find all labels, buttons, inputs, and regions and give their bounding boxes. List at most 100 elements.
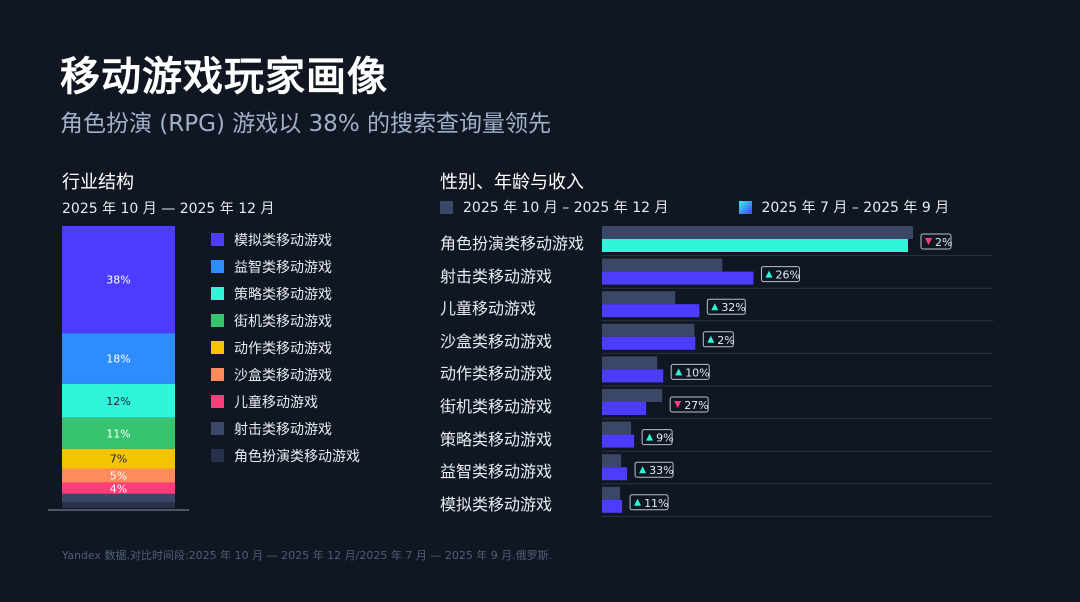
category-label: 射击类移动游戏 — [440, 266, 553, 286]
change-badge — [634, 461, 674, 478]
change-value: 33% — [649, 464, 673, 477]
stack-segment — [62, 482, 175, 494]
demographics-title: 性别、年龄与收入 — [440, 172, 584, 193]
legend-label: 策略类移动游戏 — [234, 286, 332, 303]
stack-segment — [62, 333, 175, 384]
change-value: 27% — [684, 399, 708, 412]
legend-item: 街机类移动游戏 — [211, 307, 360, 334]
bar-curr — [602, 239, 908, 252]
bar-curr — [602, 434, 635, 448]
legend-swatch — [211, 449, 224, 462]
bar-prev — [602, 356, 658, 370]
stack-segment-label: 7% — [110, 453, 127, 466]
legend-label: 儿童移动游戏 — [234, 394, 318, 411]
legend-swatch — [211, 341, 224, 354]
legend-label: 沙盒类移动游戏 — [234, 367, 332, 384]
legend-label: 益智类移动游戏 — [234, 259, 332, 276]
bar-prev — [602, 421, 632, 435]
stack-segment — [62, 226, 175, 334]
change-value: 2% — [935, 236, 952, 249]
category-label: 街机类移动游戏 — [440, 397, 553, 416]
stack-segment-label: 5% — [110, 470, 127, 483]
change-value: 11% — [644, 497, 668, 510]
legend-item: 角色扮演类移动游戏 — [211, 442, 360, 469]
legend-item: 儿童移动游戏 — [211, 388, 360, 415]
change-value: 26% — [775, 269, 799, 282]
stack-segment-label: 12% — [106, 395, 130, 408]
bar-prev — [602, 226, 913, 239]
page-subtitle: 角色扮演 (RPG) 游戏以 38% 的搜索查询量领先 — [60, 111, 551, 137]
page-title: 移动游戏玩家画像 — [60, 54, 388, 100]
triangle-up-icon — [711, 303, 719, 311]
legend-swatch — [211, 395, 224, 408]
category-label: 益智类移动游戏 — [440, 462, 553, 482]
bar-prev — [602, 258, 723, 272]
bar-chart-legend: 2025 年 10 月 – 2025 年 12 月 2025 年 7 月 – 2… — [440, 197, 1019, 217]
change-value: 2% — [717, 334, 734, 347]
stack-segment — [62, 468, 175, 483]
legend-item: 模拟类移动游戏 — [211, 226, 360, 253]
legend-item: 沙盒类移动游戏 — [211, 361, 360, 388]
stack-segment — [62, 502, 175, 508]
category-label: 模拟类移动游戏 — [440, 494, 553, 514]
legend-swatch — [211, 422, 224, 435]
category-label: 策略类移动游戏 — [440, 429, 553, 449]
stack-segment — [62, 448, 175, 469]
legend-swatch-prev — [440, 200, 453, 214]
change-value: 32% — [721, 301, 745, 314]
industry-title: 行业结构 — [62, 172, 134, 193]
triangle-up-icon — [646, 433, 654, 441]
legend-item-curr: 2025 年 7 月 – 2025 年 9 月 — [738, 197, 950, 217]
change-badge — [670, 363, 710, 380]
bar-prev — [602, 389, 663, 402]
bar-curr — [602, 304, 700, 318]
change-badge — [760, 266, 800, 283]
bar-prev — [602, 323, 695, 337]
bar-curr — [602, 467, 628, 481]
change-badge — [706, 298, 746, 315]
legend-item: 益智类移动游戏 — [211, 253, 360, 280]
legend-item: 策略类移动游戏 — [211, 280, 360, 307]
legend-label: 动作类移动游戏 — [234, 340, 332, 357]
triangle-up-icon — [639, 466, 647, 474]
stack-segment — [62, 383, 175, 418]
industry-period: 2025 年 10 月 — 2025 年 12 月 — [62, 201, 275, 217]
stacked-bar-chart: 38% 18% 12% 11% 7% 5%4% — [48, 226, 189, 511]
legend-label-curr: 2025 年 7 月 – 2025 年 9 月 — [761, 200, 950, 216]
bar-curr — [602, 271, 754, 285]
triangle-down-icon — [925, 238, 932, 245]
triangle-up-icon — [675, 368, 683, 376]
triangle-down-icon — [674, 401, 682, 408]
bar-prev — [602, 291, 676, 305]
category-label: 角色扮演类移动游戏 — [440, 234, 585, 253]
legend-swatch — [211, 260, 224, 273]
stack-segment — [62, 417, 175, 449]
legend-item: 射击类移动游戏 — [211, 415, 360, 442]
triangle-up-icon — [707, 335, 715, 343]
bar-curr — [602, 369, 664, 383]
category-label: 儿童移动游戏 — [440, 299, 537, 319]
triangle-up-icon — [634, 498, 642, 506]
stack-segment-label: 18% — [106, 353, 130, 366]
legend-label: 角色扮演类移动游戏 — [234, 448, 360, 465]
legend-swatch — [211, 287, 224, 300]
bar-curr — [602, 402, 647, 415]
footnote: Yandex 数据.对比时间段:2025 年 10 月 — 2025 年 12 … — [62, 549, 553, 562]
legend-label: 模拟类移动游戏 — [234, 232, 332, 249]
bar-curr — [602, 336, 696, 350]
category-label: 动作类移动游戏 — [440, 364, 553, 384]
bar-prev — [602, 486, 621, 500]
change-badge — [629, 494, 669, 511]
legend-label: 射击类移动游戏 — [234, 421, 332, 438]
legend-swatch — [211, 233, 224, 246]
legend-item: 动作类移动游戏 — [211, 334, 360, 361]
change-value: 10% — [685, 366, 709, 379]
legend-label: 街机类移动游戏 — [234, 313, 332, 330]
triangle-up-icon — [765, 270, 773, 278]
stack-segment-label: 4% — [110, 482, 127, 495]
change-badge — [641, 429, 673, 446]
stacked-bar-legend: 模拟类移动游戏 益智类移动游戏 策略类移动游戏 街机类移动游戏 动作类移动游戏 沙盒类移动… — [211, 226, 360, 469]
change-badge — [702, 331, 734, 348]
stack-segment-label: 11% — [106, 427, 130, 440]
